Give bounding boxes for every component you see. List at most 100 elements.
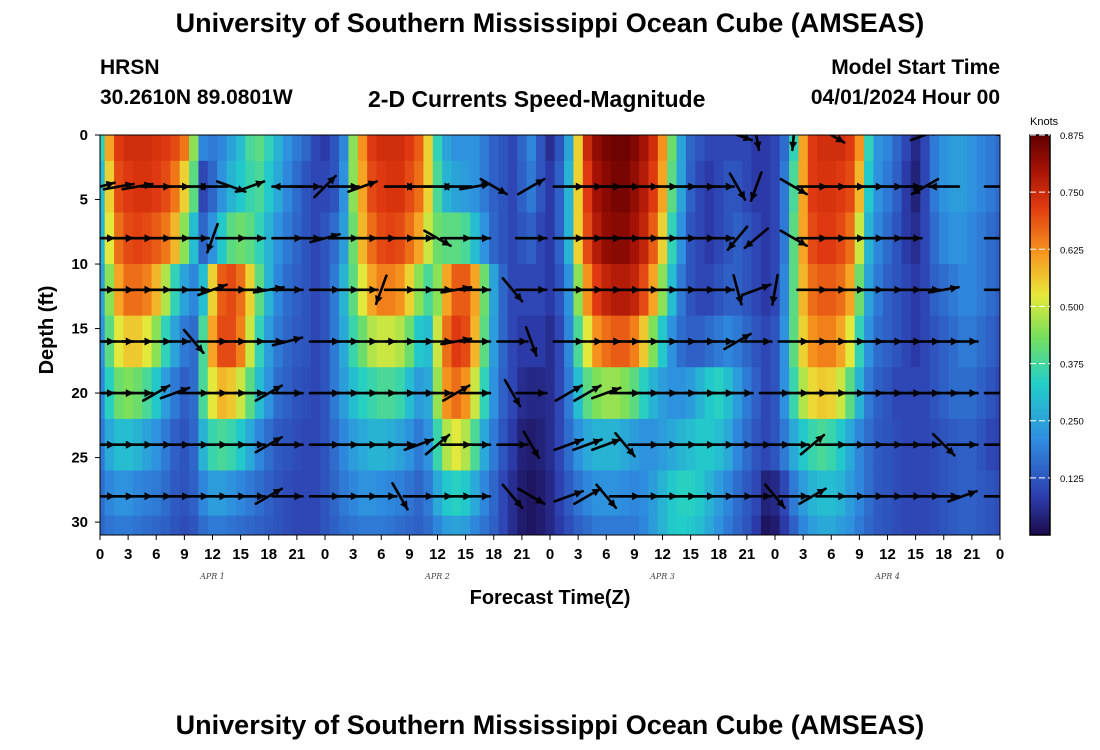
current-vector	[479, 177, 509, 196]
x-axis-label: Forecast Time(Z)	[470, 587, 631, 609]
vector-head	[197, 182, 206, 191]
vector-head	[350, 182, 359, 191]
current-vector	[441, 384, 471, 402]
heatmap-cell	[189, 135, 200, 162]
heatmap-cell	[760, 515, 771, 535]
x-tick-label: 18	[935, 546, 952, 563]
heatmap-cell	[629, 515, 640, 535]
model-start-label: Model Start Time	[831, 56, 1000, 79]
heatmap-cell	[882, 515, 893, 535]
heatmap-cell	[760, 160, 771, 214]
heatmap-cell	[226, 135, 237, 162]
vector-head	[969, 389, 978, 398]
heatmap-cell	[620, 135, 631, 162]
vector-head	[789, 141, 798, 150]
current-vector	[514, 234, 548, 243]
vector-head	[741, 334, 751, 342]
heatmap-cell	[779, 160, 790, 214]
heatmap-cell	[929, 515, 940, 535]
heatmap-cell	[114, 135, 125, 162]
current-vector	[501, 276, 524, 303]
heatmap-cell	[751, 367, 762, 420]
heatmap-cell	[639, 470, 650, 517]
current-vector	[777, 492, 811, 501]
x-tick-label: 3	[574, 546, 582, 563]
vector-head	[257, 440, 265, 449]
vector-head	[753, 141, 762, 150]
model-start-value: 04/01/2024 Hour 00	[810, 86, 1000, 109]
heatmap-cell	[742, 212, 753, 265]
heatmap-cell	[432, 135, 443, 162]
heatmap-cell	[123, 470, 134, 517]
heatmap-cell	[526, 135, 537, 162]
x-tick-label: 12	[879, 546, 896, 563]
heatmap-cell	[489, 315, 500, 368]
x-tick-label: 3	[349, 546, 357, 563]
heatmap-cell	[985, 135, 996, 162]
heatmap-cell	[217, 135, 228, 162]
heatmap-cell	[395, 135, 406, 162]
current-vector	[403, 438, 435, 452]
heatmap-cell	[601, 470, 612, 517]
heatmap-cell	[760, 212, 771, 265]
current-vector	[983, 234, 1015, 242]
heatmap-cell	[554, 135, 565, 162]
colorbar-ticks: 0.875 0.750 0.625 0.500 0.375 0.250 0.125	[1030, 131, 1084, 485]
x-axis: 0 3 6 9 12 15 18 21 0 3 6 9 12 15 18 21 0 3 6 9 12 15 18 21 0 3 6 9…	[96, 535, 1004, 581]
vector-head	[425, 234, 434, 243]
current-vector	[947, 489, 978, 503]
current-vector	[421, 389, 454, 398]
heatmap-cell	[114, 470, 125, 517]
current-vector	[364, 492, 398, 501]
heatmap-cell	[845, 135, 856, 162]
vector-head	[1007, 234, 1015, 242]
heatmap-cell	[976, 315, 987, 368]
current-vector	[458, 337, 492, 346]
current-vector	[553, 438, 585, 452]
heatmap-cell	[779, 135, 790, 162]
heatmap-cell	[939, 212, 950, 265]
current-vector	[740, 283, 772, 297]
heatmap-cell	[507, 160, 518, 214]
heatmap-cell	[676, 515, 687, 535]
heatmap-cell	[254, 470, 265, 517]
heatmap-cell	[685, 515, 696, 535]
vector-head	[313, 182, 322, 191]
heatmap-cell	[348, 515, 359, 535]
vector-head	[482, 492, 490, 501]
heatmap-cell	[582, 135, 593, 162]
vector-head	[538, 234, 547, 243]
current-vector	[769, 273, 779, 306]
y-tick-label: 10	[71, 256, 88, 273]
current-vector	[702, 337, 736, 346]
station-name: HRSN	[100, 56, 160, 79]
heatmap-cell	[751, 515, 762, 535]
vector-head	[950, 492, 959, 501]
vector-head	[403, 182, 412, 191]
heatmap-cell	[460, 515, 471, 535]
current-vector	[347, 180, 378, 193]
heatmap-cell	[854, 135, 865, 162]
vector-head	[529, 346, 538, 356]
heatmap-cell	[592, 135, 603, 162]
vector-head	[742, 135, 752, 142]
current-vector	[501, 483, 524, 510]
current-vector	[458, 285, 492, 294]
heatmap-cell	[929, 212, 940, 265]
vector-head	[913, 182, 922, 191]
vector-head	[1007, 441, 1015, 449]
current-vector	[983, 288, 1000, 292]
vector-head	[255, 180, 265, 188]
currents-heatmap-chart: 0 3 6 9 12 15 18 21 0 3 6 9 12 15 18 21 0 3 6 9 12 15 18 21 0 3 6 9…	[36, 116, 1084, 609]
heatmap-cell	[414, 515, 425, 535]
heatmap-cell	[385, 515, 396, 535]
heatmap-cell	[967, 212, 978, 265]
heatmap-cell	[826, 135, 837, 162]
vector-head	[945, 446, 955, 456]
vector-head	[257, 492, 265, 501]
heatmap-cell	[714, 470, 725, 517]
heatmap-cell	[498, 160, 509, 214]
heatmap-cell	[957, 160, 968, 214]
heatmap-cell	[151, 135, 162, 162]
heatmap-cell	[198, 515, 209, 535]
